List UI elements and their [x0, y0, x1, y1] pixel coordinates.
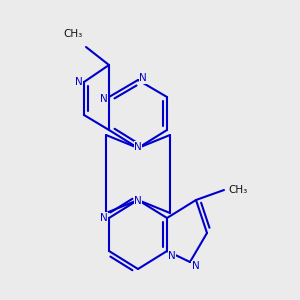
Text: N: N	[134, 196, 142, 206]
Text: N: N	[134, 142, 142, 152]
Text: N: N	[100, 94, 108, 104]
Text: CH₃: CH₃	[64, 29, 83, 39]
Text: N: N	[192, 261, 200, 271]
Text: N: N	[168, 251, 176, 261]
Text: N: N	[100, 213, 108, 223]
Text: N: N	[191, 262, 199, 272]
Text: CH₃: CH₃	[228, 185, 247, 195]
Text: N: N	[139, 73, 147, 83]
Text: N: N	[75, 77, 83, 87]
